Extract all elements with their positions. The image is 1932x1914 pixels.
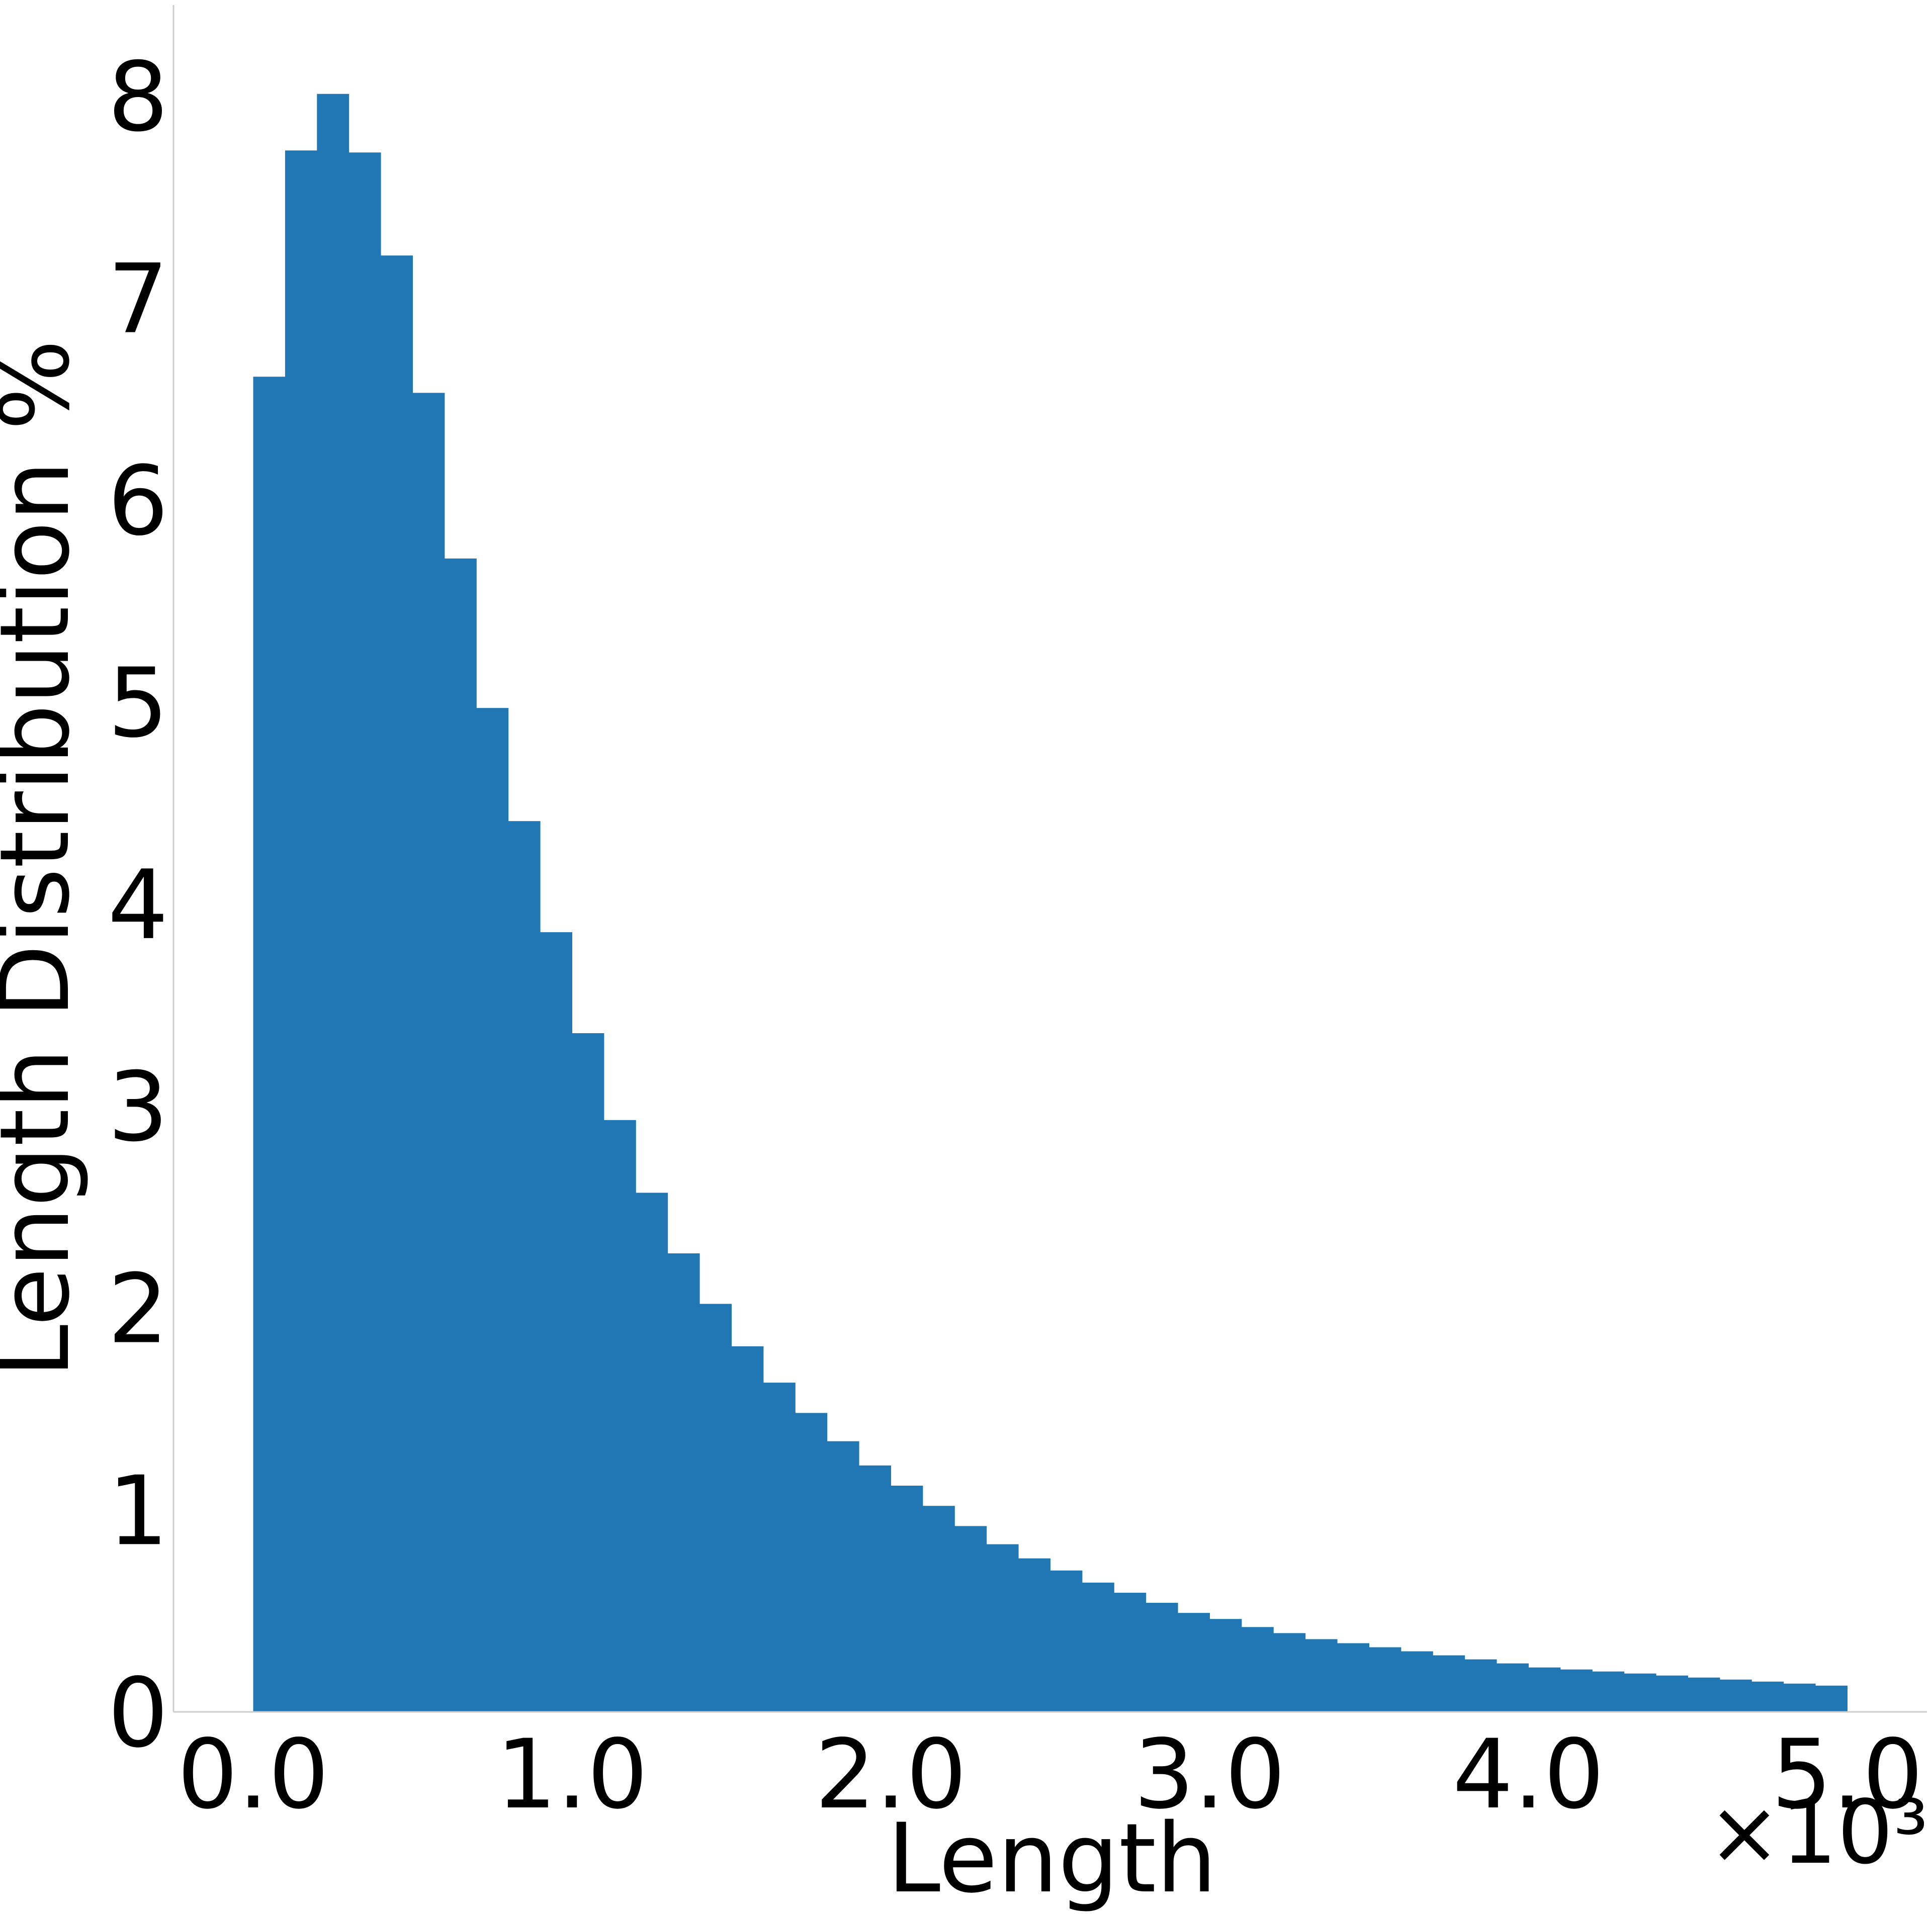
y-tick-labels: 0 1 2 3 4 5 6 7 8 <box>108 42 168 1769</box>
histogram-bar <box>1114 1592 1147 1712</box>
histogram-bar <box>508 821 541 1712</box>
histogram-bar <box>1337 1643 1369 1712</box>
histogram-bar <box>667 1253 700 1712</box>
histogram-bar <box>1273 1633 1306 1712</box>
histogram-bar <box>1688 1677 1720 1712</box>
y-axis-title: Length Distribution % <box>0 339 91 1378</box>
histogram-bar <box>317 94 349 1712</box>
y-tick-label: 2 <box>108 1253 168 1364</box>
y-tick-label: 6 <box>108 445 168 557</box>
histogram-bar <box>572 1033 604 1712</box>
histogram-bar <box>795 1413 828 1712</box>
histogram-bar <box>1464 1659 1497 1712</box>
histogram-bar <box>253 377 286 1712</box>
y-tick-label: 8 <box>108 42 168 153</box>
histogram-bar <box>381 255 413 1712</box>
histogram-bar <box>1815 1685 1848 1712</box>
histogram-bar <box>1178 1613 1210 1712</box>
histogram-bar <box>1018 1558 1050 1712</box>
x-tick-label: 3.0 <box>1133 1719 1285 1830</box>
histogram-bar <box>1719 1679 1752 1712</box>
y-tick-label: 7 <box>108 244 168 355</box>
histogram-bar <box>603 1120 636 1712</box>
histogram-bar <box>954 1526 987 1712</box>
x-tick-labels: 0.0 1.0 2.0 3.0 4.0 5.0 <box>177 1719 1923 1830</box>
y-tick-label: 4 <box>108 850 168 961</box>
histogram-bar <box>891 1486 923 1712</box>
histogram-bar <box>1783 1683 1816 1712</box>
y-tick-label: 5 <box>108 648 168 759</box>
histogram-bar <box>1751 1681 1784 1712</box>
x-tick-label: 1.0 <box>496 1719 648 1830</box>
histogram-bar <box>476 708 509 1712</box>
histogram-bar <box>1400 1651 1433 1712</box>
histogram-bar <box>859 1465 891 1712</box>
histogram-bar <box>1433 1655 1465 1712</box>
histogram-bar <box>1146 1603 1178 1712</box>
histogram-bar <box>444 558 477 1712</box>
x-tick-label: 0.0 <box>177 1719 329 1830</box>
histogram-bar <box>1560 1669 1593 1712</box>
y-tick-label: 1 <box>108 1455 168 1567</box>
histogram-bar <box>1528 1667 1561 1712</box>
histogram-bar <box>1592 1671 1625 1712</box>
x-axis-offset-label: ×10³ <box>1708 1782 1928 1884</box>
x-axis-title: Length <box>887 1803 1216 1914</box>
histogram-bar <box>1497 1663 1529 1712</box>
histogram-bar <box>1082 1582 1114 1712</box>
histogram-bars <box>253 94 1848 1712</box>
histogram-bar <box>1624 1673 1656 1712</box>
histogram-bar <box>1305 1639 1338 1712</box>
histogram-bar <box>763 1383 796 1712</box>
x-tick-label: 2.0 <box>815 1719 967 1830</box>
histogram-bar <box>827 1441 859 1712</box>
histogram-bar <box>731 1346 764 1712</box>
histogram-bar <box>1656 1675 1688 1712</box>
histogram-bar <box>1050 1570 1083 1712</box>
histogram-bar <box>1241 1627 1274 1712</box>
histogram-bar <box>699 1304 732 1712</box>
histogram-bar <box>922 1506 955 1712</box>
histogram-bar <box>540 932 572 1712</box>
x-tick-label: 4.0 <box>1452 1719 1604 1830</box>
histogram-bar <box>348 152 381 1712</box>
histogram-bar <box>412 393 445 1712</box>
histogram-bar <box>636 1193 668 1712</box>
y-tick-label: 0 <box>108 1658 168 1769</box>
x-tick-label: 5.0 <box>1771 1719 1923 1830</box>
histogram-bar <box>1369 1647 1401 1712</box>
y-tick-label: 3 <box>108 1052 168 1163</box>
histogram-bar <box>986 1544 1019 1712</box>
histogram-bar <box>1209 1619 1242 1712</box>
histogram-bar <box>285 150 317 1712</box>
